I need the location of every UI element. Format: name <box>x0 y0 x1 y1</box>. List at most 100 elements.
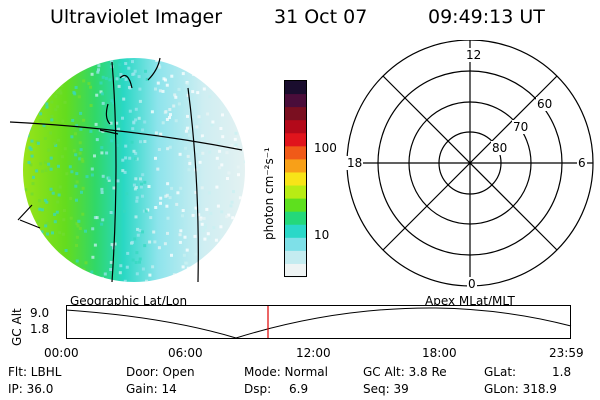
uv-speckle <box>194 190 198 194</box>
uv-speckle <box>205 279 209 282</box>
uv-speckle <box>201 151 205 155</box>
uv-speckle <box>36 219 40 223</box>
uv-speckle <box>168 116 171 119</box>
uv-speckle <box>181 72 185 76</box>
uv-speckle <box>36 103 40 106</box>
uv-speckle <box>44 168 48 172</box>
uv-speckle <box>27 87 31 91</box>
uv-speckle <box>234 131 238 135</box>
uv-speckle <box>53 60 57 64</box>
uv-speckle <box>90 167 94 171</box>
uv-speckle <box>56 275 60 279</box>
uv-speckle <box>135 272 139 276</box>
uv-speckle <box>122 209 126 213</box>
uv-speckle <box>165 118 169 121</box>
uv-speckle <box>79 127 83 131</box>
uv-speckle <box>164 110 168 114</box>
uv-speckle <box>132 183 136 187</box>
uv-speckle <box>41 254 45 258</box>
uv-speckle <box>84 279 88 282</box>
color-scale-swatch <box>285 185 306 200</box>
uv-speckle <box>197 213 201 217</box>
uv-speckle <box>60 155 64 159</box>
uv-speckle <box>227 171 231 175</box>
uv-speckle <box>74 153 78 157</box>
uv-speckle <box>135 196 139 200</box>
uv-speckle <box>59 279 63 282</box>
uv-speckle <box>95 93 99 97</box>
instrument-title: Ultraviolet Imager <box>50 6 223 28</box>
uv-speckle <box>72 90 76 94</box>
uv-speckle <box>35 169 39 173</box>
uv-speckle <box>82 79 86 83</box>
uv-speckle <box>124 156 128 160</box>
uv-speckle <box>133 237 137 241</box>
uv-speckle <box>75 172 79 176</box>
uv-speckle <box>108 78 112 82</box>
uv-speckle <box>51 191 55 195</box>
uv-speckle <box>219 225 223 229</box>
uv-speckle <box>65 172 69 176</box>
uv-speckle <box>101 75 105 79</box>
uv-speckle <box>246 61 249 64</box>
uv-speckle <box>57 164 60 168</box>
uv-speckle <box>75 180 79 184</box>
uv-speckle <box>31 182 35 186</box>
uv-speckle <box>161 89 165 93</box>
uv-speckle <box>75 222 79 226</box>
uv-speckle <box>172 104 176 108</box>
uv-speckle <box>137 116 141 120</box>
uv-speckle <box>38 199 41 203</box>
uv-speckle <box>32 65 36 69</box>
uv-speckle <box>56 105 60 109</box>
uv-speckle <box>202 137 206 140</box>
uv-speckle <box>134 151 138 155</box>
uv-speckle <box>221 135 225 139</box>
uv-speckle <box>64 69 68 73</box>
uv-speckle <box>70 170 74 174</box>
uv-speckle <box>210 123 214 127</box>
uv-speckle <box>143 140 147 143</box>
uv-speckle <box>163 242 167 246</box>
uv-speckle <box>28 256 32 260</box>
uv-speckle <box>209 76 213 80</box>
uv-speckle <box>208 95 212 99</box>
uv-speckle <box>81 186 85 190</box>
uv-speckle <box>220 210 224 214</box>
uv-speckle <box>158 65 162 69</box>
uv-speckle <box>227 213 231 217</box>
uv-speckle <box>141 230 144 234</box>
uv-speckle <box>69 216 73 220</box>
uv-speckle <box>138 260 141 264</box>
mlt-label-6: 6 <box>577 156 587 170</box>
uv-speckle <box>90 173 94 177</box>
uv-speckle <box>28 127 32 131</box>
uv-speckle <box>216 204 220 208</box>
uv-speckle <box>186 93 190 97</box>
uv-speckle <box>143 120 147 124</box>
uv-speckle <box>202 216 206 220</box>
uv-speckle <box>68 165 72 169</box>
uv-speckle <box>101 218 105 222</box>
uv-speckle <box>82 118 86 122</box>
uv-speckle <box>230 99 234 103</box>
uv-speckle <box>76 224 80 228</box>
uv-speckle <box>97 68 100 72</box>
uv-speckle <box>196 91 200 95</box>
uv-speckle <box>43 89 47 93</box>
uv-speckle <box>94 122 98 126</box>
uv-speckle <box>117 127 121 131</box>
uv-speckle <box>61 278 65 282</box>
uv-speckle <box>71 118 75 122</box>
uv-speckle <box>105 151 109 155</box>
uv-speckle <box>43 126 47 130</box>
uv-speckle <box>208 276 212 280</box>
uv-speckle <box>43 160 47 164</box>
uv-speckle <box>45 221 49 225</box>
uv-speckle <box>187 168 191 172</box>
uv-speckle <box>101 174 105 178</box>
color-scale-swatch <box>285 172 306 187</box>
uv-speckle <box>186 266 190 270</box>
uv-speckle <box>197 115 201 119</box>
mode-info: Mode: Normal <box>244 365 328 379</box>
